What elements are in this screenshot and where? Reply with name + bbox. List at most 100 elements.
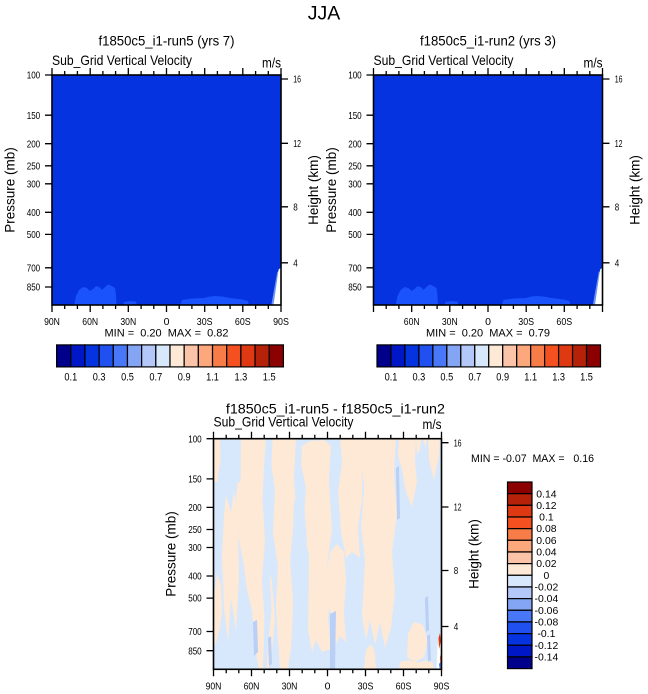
svg-text:Sub_Grid Vertical Velocity: Sub_Grid Vertical Velocity: [52, 53, 192, 68]
svg-text:0.04: 0.04: [536, 548, 556, 559]
svg-text:0.12: 0.12: [536, 501, 556, 512]
svg-text:0.9: 0.9: [178, 372, 191, 384]
svg-text:850: 850: [348, 283, 362, 294]
svg-text:12: 12: [454, 503, 462, 514]
svg-text:30S: 30S: [518, 316, 534, 328]
svg-text:-0.06: -0.06: [535, 606, 559, 617]
svg-text:1.1: 1.1: [524, 372, 537, 384]
svg-text:700: 700: [348, 263, 362, 274]
svg-text:m/s: m/s: [262, 56, 281, 71]
svg-text:4: 4: [615, 258, 620, 269]
svg-text:60N: 60N: [82, 316, 98, 328]
svg-text:0.1: 0.1: [539, 513, 554, 524]
svg-text:Sub_Grid Vertical Velocity: Sub_Grid Vertical Velocity: [214, 415, 354, 430]
svg-text:f1850c5_i1-run5 - f1850c5_i1-r: f1850c5_i1-run5 - f1850c5_i1-run2: [226, 402, 445, 417]
svg-text:100: 100: [348, 71, 362, 82]
svg-text:300: 300: [348, 179, 362, 190]
svg-text:300: 300: [27, 179, 41, 190]
svg-text:250: 250: [27, 161, 41, 172]
svg-text:0.14: 0.14: [536, 489, 556, 500]
svg-text:200: 200: [27, 139, 41, 150]
svg-text:m/s: m/s: [423, 417, 442, 432]
svg-text:Height (km): Height (km): [306, 155, 321, 225]
svg-text:150: 150: [348, 111, 362, 122]
svg-text:12: 12: [615, 139, 623, 150]
svg-text:Pressure (mb): Pressure (mb): [164, 511, 179, 597]
svg-text:100: 100: [188, 434, 202, 445]
svg-text:30S: 30S: [197, 316, 213, 328]
svg-text:m/s: m/s: [584, 56, 603, 71]
svg-text:0: 0: [325, 680, 331, 692]
svg-text:700: 700: [27, 263, 41, 274]
svg-text:0.06: 0.06: [536, 536, 556, 547]
svg-text:0.02: 0.02: [536, 559, 556, 570]
svg-text:150: 150: [188, 475, 202, 486]
svg-text:0: 0: [485, 316, 491, 328]
svg-text:1.1: 1.1: [206, 372, 219, 384]
svg-text:1.3: 1.3: [235, 372, 248, 384]
svg-text:30S: 30S: [358, 680, 374, 692]
svg-text:f1850c5_i1-run2 (yrs 3): f1850c5_i1-run2 (yrs 3): [420, 34, 556, 49]
svg-text:500: 500: [188, 594, 202, 605]
svg-text:90N: 90N: [44, 316, 60, 328]
svg-text:0.3: 0.3: [413, 372, 426, 384]
svg-text:0.5: 0.5: [440, 372, 453, 384]
svg-text:0: 0: [164, 316, 170, 328]
svg-text:0.1: 0.1: [64, 372, 77, 384]
svg-text:500: 500: [348, 230, 362, 241]
svg-text:90S: 90S: [434, 680, 450, 692]
svg-text:100: 100: [27, 71, 41, 82]
svg-text:200: 200: [348, 139, 362, 150]
svg-text:850: 850: [27, 283, 41, 294]
svg-text:16: 16: [454, 438, 462, 449]
svg-text:Height (km): Height (km): [628, 155, 643, 225]
svg-text:8: 8: [454, 566, 459, 577]
svg-text:1.5: 1.5: [263, 372, 276, 384]
svg-text:-0.08: -0.08: [535, 618, 559, 629]
svg-text:16: 16: [615, 75, 623, 86]
svg-text:30N: 30N: [442, 316, 458, 328]
svg-text:0.9: 0.9: [496, 372, 509, 384]
svg-text:60S: 60S: [235, 316, 251, 328]
svg-text:500: 500: [27, 230, 41, 241]
svg-text:0: 0: [544, 571, 550, 582]
svg-text:8: 8: [293, 202, 298, 213]
svg-text:-0.02: -0.02: [535, 583, 559, 594]
svg-text:400: 400: [27, 208, 41, 219]
svg-text:700: 700: [188, 627, 202, 638]
svg-text:MIN = 0.20 MAX = 0.79: MIN = 0.20 MAX = 0.79: [426, 328, 550, 340]
svg-text:60S: 60S: [396, 680, 412, 692]
svg-text:0.7: 0.7: [468, 372, 481, 384]
svg-text:150: 150: [27, 111, 41, 122]
svg-text:250: 250: [348, 161, 362, 172]
svg-text:-0.12: -0.12: [535, 641, 559, 652]
svg-text:90N: 90N: [206, 680, 222, 692]
svg-text:200: 200: [188, 503, 202, 514]
svg-text:400: 400: [188, 572, 202, 583]
svg-text:0.5: 0.5: [121, 372, 134, 384]
svg-text:0.08: 0.08: [536, 524, 556, 535]
svg-text:60N: 60N: [244, 680, 260, 692]
svg-text:JJA: JJA: [308, 3, 341, 25]
svg-text:250: 250: [188, 525, 202, 536]
svg-text:0.7: 0.7: [149, 372, 162, 384]
svg-text:300: 300: [188, 543, 202, 554]
svg-text:MIN = -0.07 MAX = 0.16: MIN = -0.07 MAX = 0.16: [471, 453, 594, 465]
svg-text:Pressure (mb): Pressure (mb): [324, 147, 339, 233]
svg-text:12: 12: [293, 139, 301, 150]
svg-text:Height (km): Height (km): [467, 519, 482, 589]
svg-text:90S: 90S: [273, 316, 289, 328]
svg-text:850: 850: [188, 646, 202, 657]
svg-text:-0.1: -0.1: [537, 629, 555, 640]
svg-text:1.3: 1.3: [552, 372, 565, 384]
svg-text:16: 16: [293, 75, 301, 86]
svg-text:30N: 30N: [120, 316, 136, 328]
svg-text:-0.14: -0.14: [535, 653, 559, 664]
svg-text:400: 400: [348, 208, 362, 219]
svg-text:60N: 60N: [404, 316, 420, 328]
svg-text:4: 4: [293, 258, 298, 269]
svg-text:4: 4: [454, 622, 459, 633]
svg-text:Pressure (mb): Pressure (mb): [3, 147, 18, 233]
svg-text:0.1: 0.1: [385, 372, 398, 384]
svg-text:MIN = 0.20 MAX = 0.82: MIN = 0.20 MAX = 0.82: [105, 328, 229, 340]
